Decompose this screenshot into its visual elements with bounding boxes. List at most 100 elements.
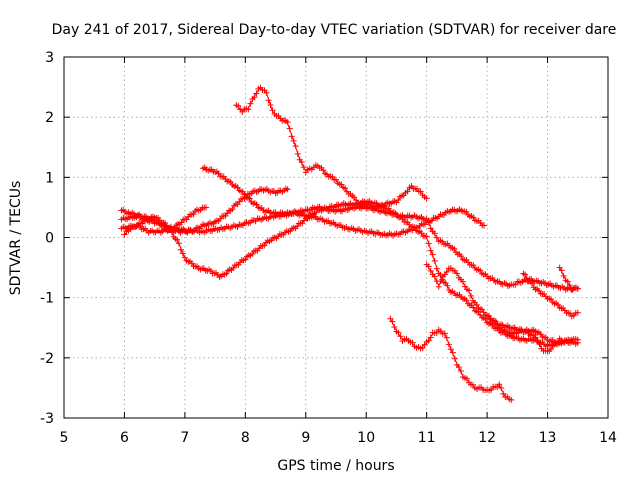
data-point-marker [409, 339, 416, 346]
data-point-marker [566, 282, 573, 289]
data-point-marker [465, 287, 472, 294]
data-point-marker [554, 301, 561, 308]
data-point-marker [389, 318, 396, 325]
y-tick-label: -3 [40, 411, 54, 427]
data-point-marker [320, 167, 327, 174]
data-point-marker [235, 102, 242, 109]
data-point-marker [419, 345, 426, 352]
data-point-marker [229, 206, 236, 213]
y-tick-label: 1 [45, 170, 54, 186]
x-tick-label: 14 [599, 430, 617, 446]
data-point-marker [437, 278, 444, 285]
x-tick-label: 10 [357, 430, 375, 446]
data-point-marker [500, 390, 507, 397]
data-point-marker [284, 119, 291, 126]
x-tick-label: 5 [60, 430, 69, 446]
y-tick-label: -2 [40, 351, 54, 367]
data-point-marker [290, 137, 297, 144]
data-point-marker [473, 301, 480, 308]
data-point-marker [558, 267, 565, 274]
data-point-marker [298, 159, 305, 166]
data-point-marker [253, 90, 260, 97]
data-point-marker [427, 267, 434, 274]
data-point-marker [435, 283, 442, 290]
data-point-marker [395, 197, 402, 204]
data-point-marker [423, 215, 430, 222]
data-point-marker [470, 304, 477, 311]
axis-ticks [63, 56, 609, 419]
data-point-marker [488, 386, 495, 393]
series-track-5 [200, 164, 581, 293]
x-tick-label: 8 [241, 430, 250, 446]
data-point-marker [451, 245, 458, 252]
data-point-marker [463, 375, 470, 382]
data-point-marker [512, 281, 519, 288]
data-point-marker [267, 102, 274, 109]
chart-title: Day 241 of 2017, Sidereal Day-to-day VTE… [52, 22, 617, 38]
data-point-marker [425, 219, 432, 226]
data-point-marker [284, 186, 291, 193]
data-point-marker [445, 341, 452, 348]
series-track-7 [387, 315, 515, 403]
data-point-marker [425, 263, 432, 270]
x-tick-label: 9 [301, 430, 310, 446]
grid-lines [64, 57, 608, 418]
data-point-marker [263, 89, 270, 96]
x-tick-label: 12 [478, 430, 496, 446]
data-point-marker [423, 233, 430, 240]
data-point-marker [427, 225, 434, 232]
data-point-marker [391, 324, 398, 331]
data-point-marker [455, 364, 462, 371]
data-point-marker [441, 330, 448, 337]
data-point-marker [292, 143, 299, 150]
y-tick-label: -1 [40, 291, 54, 307]
y-tick-label: 0 [45, 231, 54, 247]
data-point-marker [425, 337, 432, 344]
data-point-marker [251, 94, 258, 101]
data-point-marker [449, 349, 456, 356]
data-point-marker [498, 384, 505, 391]
data-point-marker [574, 339, 581, 346]
data-point-marker [536, 340, 543, 347]
data-point-marker [423, 195, 430, 202]
x-axis-label: GPS time / hours [277, 458, 394, 474]
data-point-marker [300, 164, 307, 171]
data-point-marker [190, 211, 197, 218]
data-point-marker [470, 214, 477, 221]
data-point-marker [177, 246, 184, 253]
data-point-marker [496, 381, 503, 388]
data-point-marker [574, 285, 581, 292]
data-point-marker [265, 97, 272, 104]
y-tick-labels: -3 -2 -1 0 1 2 3 [40, 50, 54, 427]
data-point-marker [247, 100, 254, 107]
series-track-4 [118, 206, 488, 239]
data-point-marker [467, 292, 474, 299]
data-point-marker [560, 272, 567, 279]
data-point-marker [481, 222, 488, 229]
data-point-marker [431, 273, 438, 280]
data-point-marker [447, 346, 454, 353]
x-tick-label: 11 [418, 430, 436, 446]
data-point-marker [286, 125, 293, 132]
data-point-marker [529, 280, 536, 287]
data-point-marker [404, 188, 411, 195]
series-track-10 [556, 264, 581, 293]
data-point-marker [431, 257, 438, 264]
series-track-6 [233, 84, 430, 212]
data-point-marker [433, 329, 440, 336]
data-point-marker [179, 250, 186, 257]
data-point-marker [429, 251, 436, 258]
data-point-marker [431, 230, 438, 237]
data-point-marker [395, 329, 402, 336]
data-point-marker [245, 106, 252, 113]
data-point-marker [444, 282, 451, 289]
series-line [202, 167, 578, 290]
data-point-marker [227, 178, 234, 185]
data-point-marker [564, 278, 571, 285]
data-point-marker [433, 265, 440, 272]
data-point-marker [574, 309, 581, 316]
data-point-marker [492, 318, 499, 325]
data-point-marker [223, 270, 230, 277]
data-point-marker [269, 107, 276, 114]
